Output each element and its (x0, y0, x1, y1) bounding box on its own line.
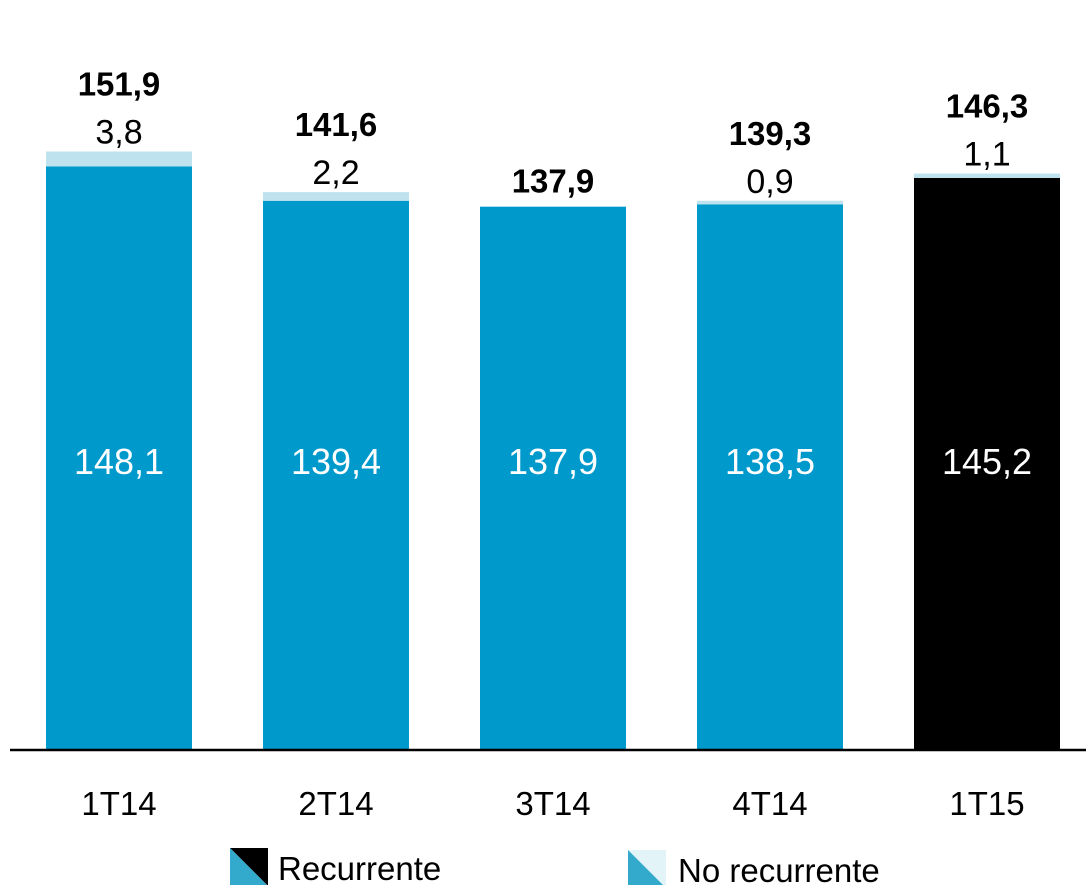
x-tick-label: 2T14 (298, 785, 373, 822)
data-label-recurrente: 137,9 (508, 441, 598, 482)
legend-swatch-no-recurrente-light (628, 850, 663, 885)
data-label-total: 146,3 (946, 88, 1029, 125)
bar-recurrente (914, 177, 1060, 751)
data-label-no-recurrente: 2,2 (312, 154, 359, 192)
bar-no-recurrente (46, 151, 192, 167)
bar-no-recurrente (914, 173, 1060, 178)
data-label-total: 141,6 (295, 106, 378, 143)
data-label-recurrente: 145,2 (942, 441, 1032, 482)
bar-recurrente (46, 166, 192, 751)
data-label-no-recurrente: 1,1 (963, 136, 1010, 174)
data-label-total: 139,3 (729, 115, 812, 152)
data-label-total: 151,9 (78, 66, 161, 103)
data-label-recurrente: 148,1 (74, 441, 164, 482)
bar-recurrente (263, 200, 409, 750)
x-tick-label: 1T14 (81, 785, 156, 822)
data-label-no-recurrente: 3,8 (95, 114, 142, 152)
legend-swatch-no-recurrente-dark (628, 850, 666, 885)
x-tick-label: 1T15 (949, 785, 1024, 822)
bar-no-recurrente (697, 200, 843, 205)
legend-swatch-recurrente-dark (230, 848, 268, 885)
x-tick-label: 4T14 (732, 785, 807, 822)
data-label-recurrente: 139,4 (291, 441, 381, 482)
legend-label-recurrente: Recurrente (278, 850, 441, 885)
bar-no-recurrente (263, 192, 409, 201)
x-tick-label: 3T14 (515, 785, 590, 822)
data-label-total: 137,9 (512, 163, 595, 200)
bar-recurrente (480, 206, 626, 750)
data-label-no-recurrente: 0,9 (746, 163, 793, 201)
bar-recurrente (697, 204, 843, 750)
data-label-recurrente: 138,5 (725, 441, 815, 482)
legend-swatch-recurrente-light (230, 848, 267, 885)
legend-label-no-recurrente: No recurrente (678, 852, 880, 885)
